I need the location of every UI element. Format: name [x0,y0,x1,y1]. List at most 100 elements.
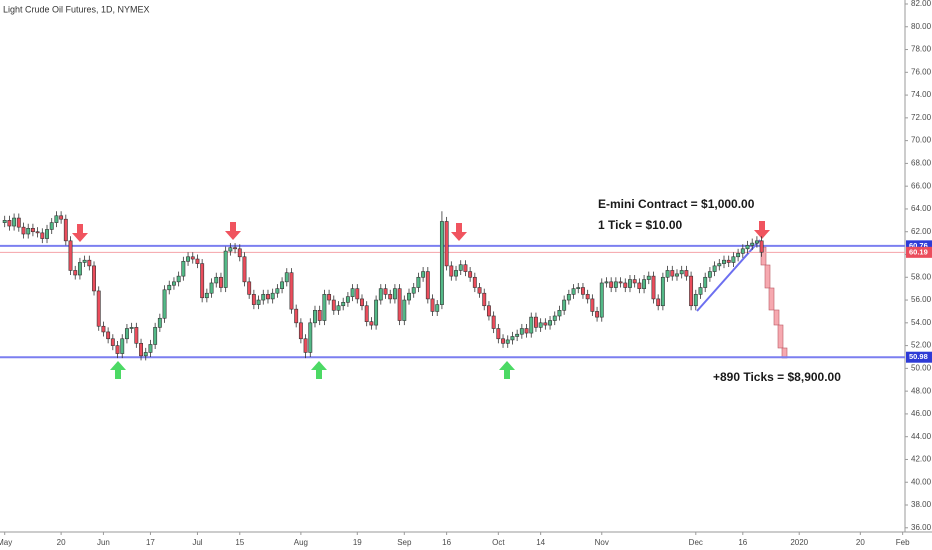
candle-body [745,245,750,250]
candle-body [392,288,397,300]
candle-body [529,316,534,334]
candle-body [665,270,670,278]
y-tick-label: 58.00 [911,272,932,281]
x-tick-label: May [0,538,12,547]
candle-body [698,287,703,295]
candle-body [228,247,233,252]
x-tick-label: Nov [595,538,609,547]
candle-body [486,305,491,317]
candle-body [251,294,256,305]
candle-body [143,352,148,357]
x-tick-label: Feb [896,538,910,547]
candle-body [397,288,402,321]
candle-body [233,247,238,250]
candle-body [571,288,576,295]
y-tick-label: 78.00 [911,45,932,54]
x-tick-label: Sep [397,538,412,547]
candle-body [355,288,360,300]
candle-body [576,287,581,289]
candle-body [505,339,510,344]
candle-body [472,276,477,288]
y-tick-label: 36.00 [911,523,932,532]
candle-body [322,294,327,321]
candle-body [407,292,411,301]
candle-body [726,259,731,263]
candle-body [538,322,543,328]
candle-body [759,240,764,253]
plot-area [0,211,905,379]
candle-body [49,222,54,230]
candle-body [124,328,129,340]
candle-body [675,273,679,277]
down-arrow [225,222,241,240]
candle-body [712,265,717,272]
x-tick-label: 16 [738,538,747,547]
candle-body [581,287,585,295]
candle-body [628,279,632,288]
candle-body [585,294,590,300]
candle-body [595,311,600,318]
candle-body [341,302,346,307]
candle-body [463,264,468,272]
y-tick-label: 48.00 [911,386,932,395]
candle-body [642,279,647,289]
candle-body [92,265,96,292]
candle-body [566,294,571,301]
candle-body [731,256,736,263]
candle-body [350,288,355,297]
candle-body [501,338,505,344]
y-tick-label: 38.00 [911,500,932,509]
x-tick-label: 20 [57,538,66,547]
candle-body [35,231,40,234]
candle-body [604,281,609,284]
candle-body [139,343,143,357]
candle-body [491,315,496,329]
candle-body [40,232,45,239]
candle-body [21,226,26,235]
candle-body [275,288,280,294]
candle-body [284,272,289,283]
candle-body [317,309,322,321]
x-tick-label: 19 [353,538,362,547]
y-tick-label: 42.00 [911,455,932,464]
x-tick-label: Aug [294,538,308,547]
candle-body [562,299,567,311]
y-tick-label: 52.00 [911,341,932,350]
projection-step [764,264,771,289]
candle-body [167,284,172,291]
candle-body [68,240,73,271]
x-tick-label: 17 [146,538,155,547]
candle-body [435,304,440,312]
candle-body [63,218,68,242]
y-tick-label: 56.00 [911,295,932,304]
candle-body [519,328,524,335]
candle-body [256,299,261,305]
up-arrow [311,361,327,379]
candle-body [266,294,270,300]
candle-body [223,250,228,288]
candle-body [557,309,562,317]
y-tick-label: 50.00 [911,363,932,372]
candle-body [162,289,167,319]
candle-body [707,271,712,278]
candle-body [599,282,604,318]
candle-body [750,242,755,246]
x-tick-label: 14 [536,538,545,547]
chart-title: Light Crude Oil Futures, 1D, NYMEX [3,4,150,14]
candle-body [510,336,515,341]
projection-step [773,309,780,326]
candle-body [689,275,694,307]
level-label: 60.76 [909,241,928,250]
level-label-box [906,240,932,252]
candle-body [364,305,369,322]
candle-body [294,308,299,324]
candle-body [134,327,139,344]
level-label-box [906,246,932,258]
candle-body [336,305,341,311]
candle-body [679,270,684,275]
candle-body [129,327,134,329]
candle-body [345,296,350,303]
down-arrow [451,223,467,241]
candle-body [468,271,473,278]
candle-body [548,320,552,326]
